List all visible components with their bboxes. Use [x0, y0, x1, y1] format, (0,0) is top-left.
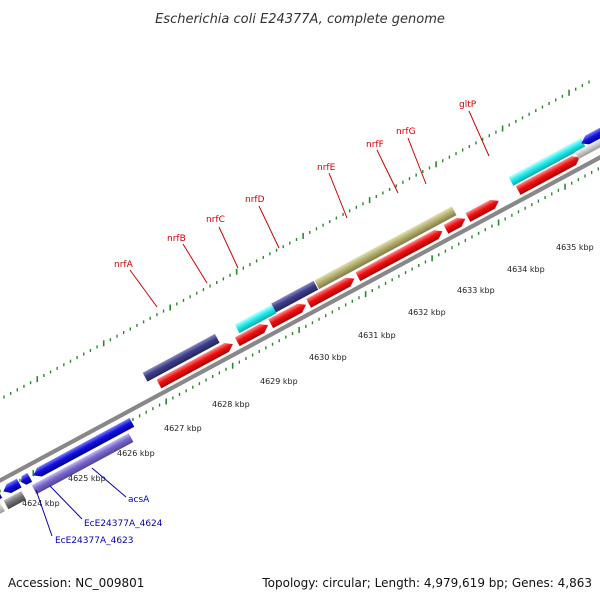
genome-backbone — [0, 85, 600, 516]
gene-label-EcE24377A_4624: EcE24377A_4624 — [84, 519, 163, 529]
gene-label-nrfE: nrfE — [317, 163, 336, 173]
top-gene-labels: nrfA nrfB nrfC nrfD nrfE nrfF nrfG gltP — [114, 100, 490, 308]
gene-arrow-nrfD-navy — [271, 280, 319, 313]
forward-strand — [142, 120, 600, 389]
map-title: Escherichia coli E24377A, complete genom… — [155, 12, 445, 27]
gene-arrow-left-blue-3 — [20, 472, 33, 485]
topology-text: Topology: circular; Length: 4,979,619 bp… — [261, 576, 592, 590]
kbp-label-4629: 4629 kbp — [260, 377, 298, 386]
kbp-label-4634: 4634 kbp — [507, 265, 545, 274]
gene-arrow-nrfB-red — [234, 324, 269, 347]
gene-arrow-right-blue — [581, 120, 600, 145]
leader-line-nrfE — [328, 172, 348, 219]
gene-label-EcE24377A_4623: EcE24377A_4623 — [55, 536, 134, 546]
gene-arrow-nrfC-cyan — [234, 304, 277, 334]
kbp-label-4635: 4635 kbp — [556, 243, 594, 252]
gene-label-acsA: acsA — [128, 495, 150, 505]
gene-label-nrfF: nrfF — [366, 140, 384, 150]
gene-label-nrfG: nrfG — [396, 127, 416, 137]
gene-arrow-acsA-blue — [33, 417, 135, 477]
gene-arrow-nrfF-red — [443, 217, 466, 234]
kbp-label-4627: 4627 kbp — [164, 424, 202, 433]
gene-arrow-gltP-red — [515, 156, 580, 195]
kbp-label-4628: 4628 kbp — [212, 400, 250, 409]
leader-line-gltP — [468, 110, 490, 157]
gene-arrow-gltP-cyan — [508, 138, 586, 186]
gene-label-nrfA: nrfA — [114, 260, 134, 270]
leader-line-EcE24377A_4624 — [49, 485, 83, 520]
gene-label-nrfD: nrfD — [245, 195, 265, 205]
kbp-label-4626: 4626 kbp — [117, 449, 155, 458]
gene-arrow-right-lightgray — [574, 134, 600, 160]
gene-arrow-nrfA-navy — [142, 333, 220, 382]
outer-tick-track — [3, 80, 590, 399]
accession-text: Accession: NC_009801 — [8, 576, 144, 590]
leader-line-EcE24377A_4623 — [35, 489, 53, 537]
kbp-label-4633: 4633 kbp — [457, 286, 495, 295]
gene-label-nrfC: nrfC — [206, 215, 225, 225]
leader-line-nrfG — [407, 137, 427, 185]
reverse-strand — [0, 134, 600, 531]
kbp-label-4632: 4632 kbp — [408, 308, 446, 317]
kbp-label-4625: 4625 kbp — [68, 474, 106, 483]
leader-line-nrfC — [218, 226, 239, 269]
gene-arrow-nrfD-red — [306, 277, 355, 308]
gene-arrow-acsA-lavender — [31, 433, 134, 495]
gene-arrow-nrfC-red — [268, 303, 306, 329]
leader-line-nrfF — [376, 149, 399, 194]
gene-arrow-nrfE-olive — [314, 206, 457, 290]
gene-arrow-left-lightgray — [0, 502, 5, 531]
gene-arrow-nrfE-red — [355, 230, 443, 282]
genome-band — [0, 85, 600, 531]
leader-line-nrfA — [129, 269, 158, 308]
gene-arrow-nrfG-red — [465, 199, 499, 222]
leader-line-nrfB — [182, 243, 208, 284]
kbp-label-4631: 4631 kbp — [358, 331, 396, 340]
kbp-label-group: 4624 kbp 4625 kbp 4626 kbp 4627 kbp 4628… — [22, 243, 594, 508]
leader-line-nrfD — [258, 205, 280, 249]
gene-arrow-nrfA-red — [156, 343, 233, 389]
kbp-label-4630: 4630 kbp — [309, 353, 347, 362]
gene-arrow-left-gray — [3, 490, 26, 510]
bottom-gene-labels: acsA EcE24377A_4624 EcE24377A_4623 — [35, 467, 163, 546]
gene-label-gltP: gltP — [459, 100, 477, 110]
gene-label-nrfB: nrfB — [167, 234, 186, 244]
leader-line-acsA — [91, 467, 127, 498]
gene-arrow-left-blue-2 — [3, 478, 22, 493]
